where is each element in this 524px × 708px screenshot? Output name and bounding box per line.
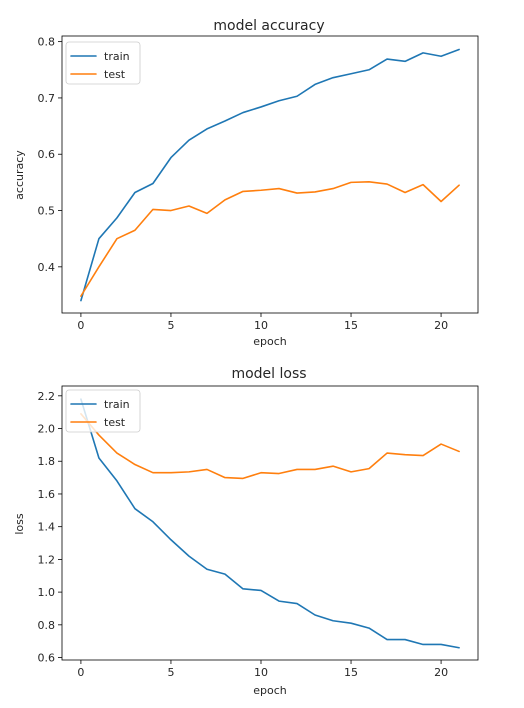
loss-legend-test-label: test [104, 416, 126, 429]
loss-x-tick-label: 10 [254, 666, 268, 679]
accuracy-x-tick-label: 5 [167, 319, 174, 332]
accuracy-x-tick-label: 20 [434, 319, 448, 332]
loss-legend-box [65, 389, 141, 433]
accuracy-y-tick-label: 0.4 [38, 261, 56, 274]
accuracy-legend-train-label: train [104, 50, 130, 63]
loss-plot-frame [61, 385, 479, 661]
accuracy-y-tick-label: 0.5 [38, 205, 56, 218]
accuracy-y-tick-label: 0.7 [38, 92, 56, 105]
loss-y-tick-label: 1.4 [38, 521, 56, 534]
accuracy-x-tick-label: 15 [344, 319, 358, 332]
accuracy-legend: train test [65, 41, 141, 85]
loss-y-tick-label: 1.6 [38, 488, 56, 501]
loss-y-tick-label: 2.0 [38, 423, 56, 436]
accuracy-y-axis-label: accuracy [13, 150, 26, 200]
loss-legend-train-label: train [104, 398, 130, 411]
loss-x-tick-label: 20 [434, 666, 448, 679]
accuracy-y-tick-label: 0.8 [38, 36, 56, 49]
accuracy-y-tick-label: 0.6 [38, 148, 56, 161]
loss-y-tick-label: 2.2 [38, 390, 56, 403]
loss-y-tick-label: 1.0 [38, 586, 56, 599]
loss-legend: train test [65, 389, 141, 433]
accuracy-train-series-line [80, 48, 460, 302]
loss-train-series-line [80, 398, 460, 649]
loss-y-axis-label: loss [13, 513, 26, 535]
accuracy-legend-test-label: test [104, 68, 126, 81]
loss-chart-title: model loss [231, 366, 306, 382]
accuracy-chart: model accuracy 0 5 10 15 20 0.40.50.60.70.8 … [13, 18, 479, 348]
accuracy-x-tick-label: 10 [254, 319, 268, 332]
loss-x-tick-label: 15 [344, 666, 358, 679]
loss-test-series-line [80, 413, 460, 480]
loss-x-tick-label: 0 [77, 666, 84, 679]
accuracy-x-axis-label: epoch [253, 335, 287, 348]
accuracy-test-series-line [80, 181, 460, 297]
accuracy-plot-frame [61, 35, 479, 314]
loss-chart: model loss 0 5 10 15 20 0.6 0.8 1.0 1.2 1.4 1.6 1.… [13, 366, 479, 697]
accuracy-x-tick-label: 0 [77, 319, 84, 332]
loss-y-tick-label: 1.8 [38, 455, 56, 468]
loss-x-axis-label: epoch [253, 684, 287, 697]
loss-x-tick-label: 5 [167, 666, 174, 679]
loss-y-tick-label: 1.2 [38, 553, 56, 566]
accuracy-legend-box [65, 41, 141, 85]
loss-y-tick-label: 0.6 [38, 652, 56, 665]
loss-y-tick-label: 0.8 [38, 619, 56, 632]
accuracy-chart-title: model accuracy [213, 18, 324, 34]
